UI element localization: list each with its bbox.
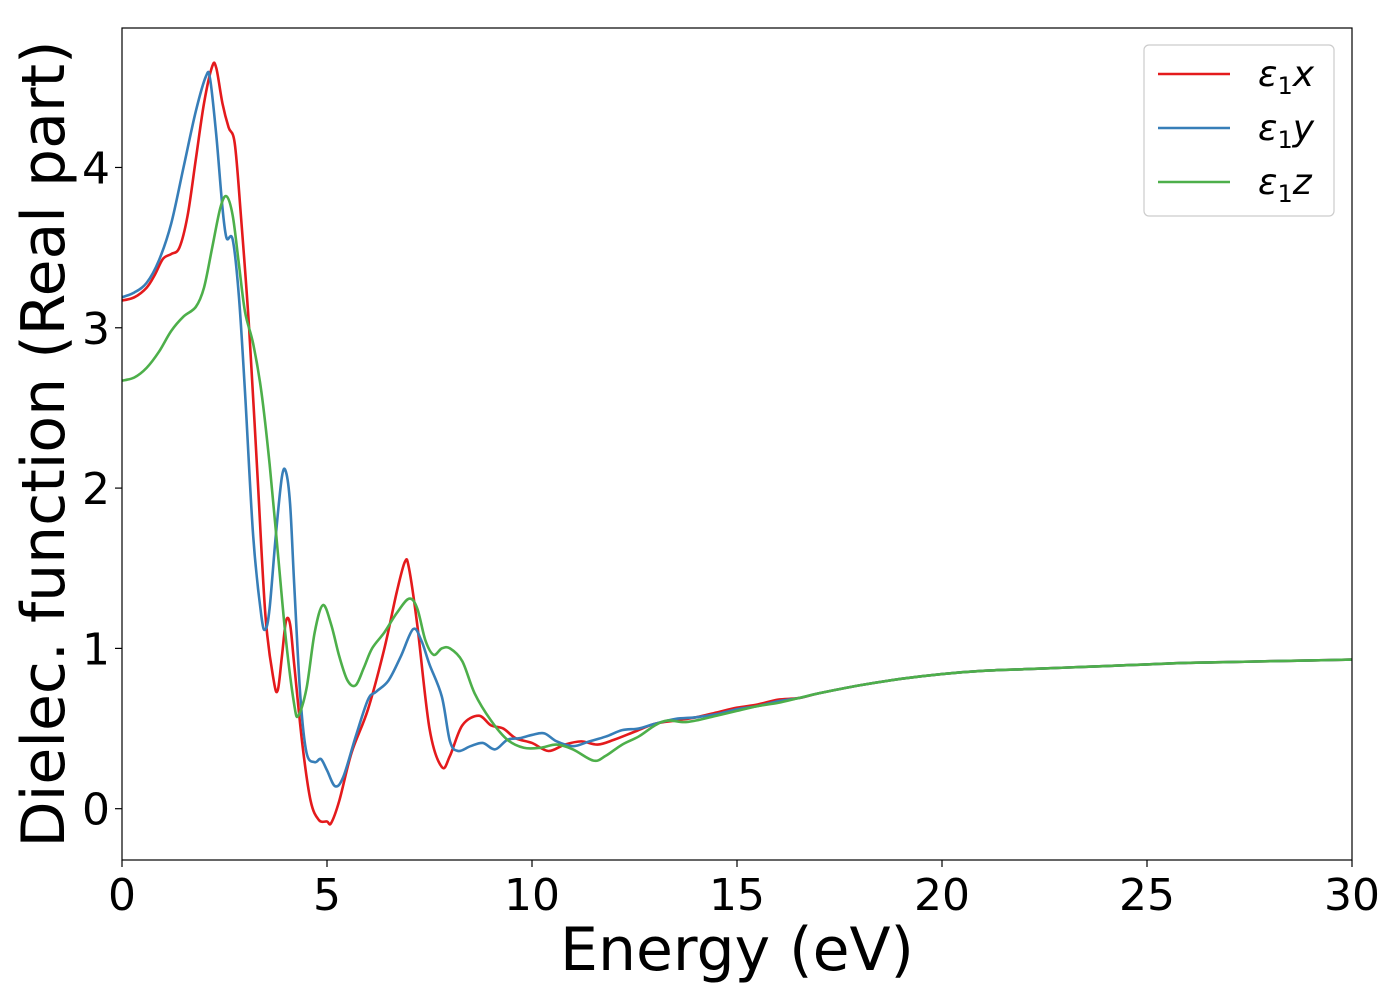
- x-tick-label: 5: [313, 870, 341, 921]
- x-tick-label: 30: [1324, 870, 1380, 921]
- legend-label-z: ε1z: [1258, 162, 1313, 208]
- x-axis-label: Energy (eV): [560, 915, 914, 985]
- legend-label-y: ε1y: [1258, 108, 1315, 154]
- series-line-z: [122, 194, 1352, 763]
- legend-box: [1143, 44, 1335, 217]
- x-tick-label: 15: [709, 870, 765, 921]
- y-tick-label: 4: [82, 143, 110, 194]
- legend: ε1x ε1y ε1z: [1143, 44, 1335, 217]
- y-tick-label: 1: [82, 624, 110, 675]
- y-tick-label: 3: [82, 304, 110, 355]
- x-tick-label: 0: [108, 870, 136, 921]
- y-tick-label: 0: [82, 785, 110, 836]
- y-axis: 0 1 2 3 4: [82, 143, 122, 836]
- y-axis-label: Dielec. function (Real part): [9, 41, 79, 848]
- y-tick-label: 2: [82, 464, 110, 515]
- legend-label-x: ε1x: [1258, 54, 1315, 100]
- x-tick-label: 25: [1119, 870, 1175, 921]
- series-layer: [122, 61, 1352, 826]
- x-axis: 0 5 10 15 20 25 30: [108, 860, 1380, 921]
- x-tick-label: 10: [504, 870, 560, 921]
- x-tick-label: 20: [914, 870, 970, 921]
